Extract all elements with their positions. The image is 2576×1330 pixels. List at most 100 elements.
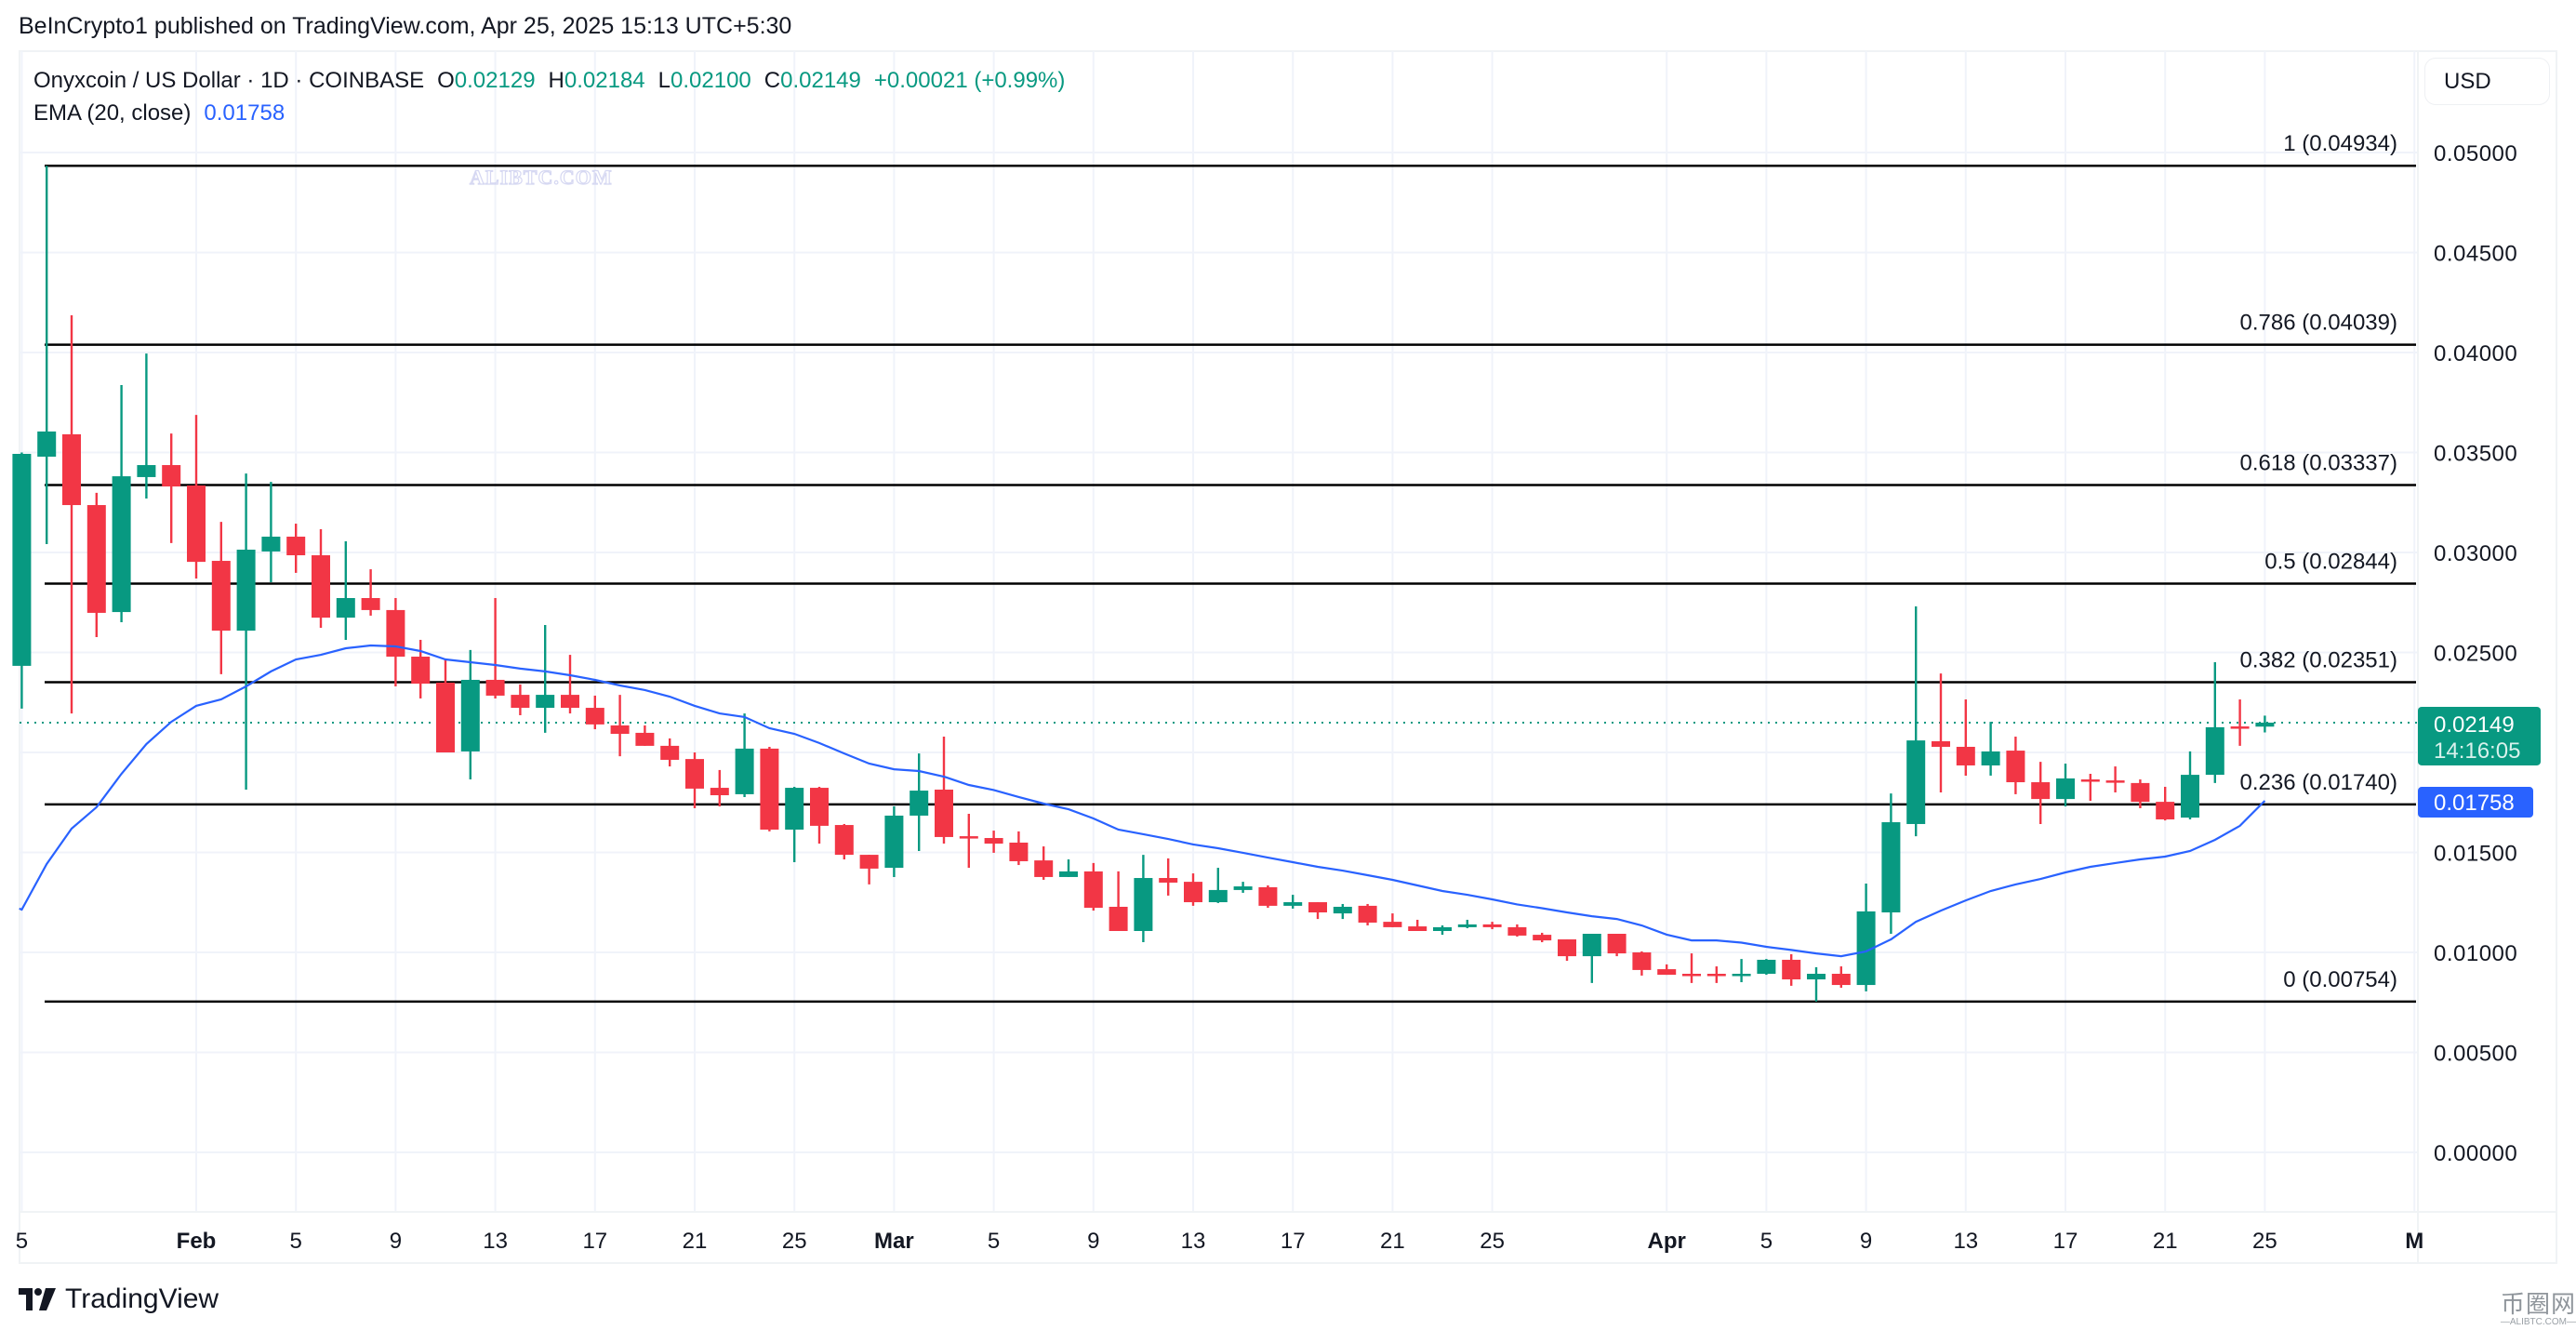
time-axis-label: M — [2405, 1229, 2423, 1254]
candle — [411, 639, 431, 698]
symbol-title[interactable]: Onyxcoin / US Dollar · 1D · COINBASE — [33, 68, 425, 93]
time-axis-label: 21 — [683, 1229, 708, 1254]
time-axis-label: 13 — [1181, 1229, 1206, 1254]
candle-body — [2230, 726, 2250, 729]
fibonacci-retracement[interactable]: 1 (0.04934) 0.786 (0.04039) 0.618 (0.03337… — [45, 131, 2416, 1004]
candle-body — [12, 454, 32, 666]
candle — [211, 522, 231, 674]
price-axis-label: 0.03500 — [2434, 442, 2517, 467]
candle-body — [561, 695, 579, 709]
candle-body — [910, 791, 929, 816]
close-value: 0.02149 — [780, 68, 861, 93]
price-axis[interactable]: 0.05000 0.04500 0.04000 0.03500 0.03000 0.025… — [2434, 141, 2517, 1166]
candle-body — [1433, 926, 1452, 931]
candle-body — [660, 745, 680, 760]
candle — [1706, 966, 1726, 983]
candle — [561, 655, 579, 714]
candle — [1258, 884, 1278, 909]
candle — [1956, 699, 1975, 776]
candle-body — [585, 708, 604, 725]
candlestick-series — [12, 166, 2275, 1002]
candle-body — [460, 679, 480, 751]
price-axis-label: 0.00500 — [2434, 1042, 2517, 1067]
candle-body — [1932, 740, 1950, 747]
tradingview-branding[interactable]: TradingView — [19, 1283, 219, 1315]
ema-indicator-label[interactable]: EMA (20, close) — [33, 100, 192, 126]
candle-body — [735, 748, 754, 794]
open-label: O — [437, 68, 455, 93]
time-axis-label: 25 — [782, 1229, 807, 1254]
time-axis-label: 13 — [1953, 1229, 1978, 1254]
time-axis-label: Feb — [177, 1229, 217, 1254]
candle-body — [361, 598, 380, 610]
candle-body — [1657, 969, 1677, 976]
candle-body — [810, 788, 829, 826]
candle — [336, 540, 355, 640]
candle-body — [1109, 906, 1128, 931]
candle-body — [2056, 778, 2075, 800]
candle — [37, 166, 57, 544]
candle-body — [2255, 722, 2275, 727]
candle-body — [236, 549, 256, 632]
indicator-row[interactable]: EMA (20, close) 0.01758 — [33, 97, 1065, 129]
candle — [436, 659, 455, 752]
open-value: 0.02129 — [454, 68, 536, 93]
candle — [1807, 966, 1826, 1002]
candle-body — [1607, 934, 1627, 954]
candle-body — [760, 748, 779, 830]
candle-body — [86, 505, 106, 613]
candle — [112, 385, 131, 623]
candle — [2105, 766, 2125, 792]
candle — [710, 769, 729, 807]
candle-body — [386, 609, 405, 658]
candle — [1533, 932, 1552, 943]
last-price-tag-bg — [2418, 706, 2541, 765]
candle-body — [485, 679, 505, 696]
candle-body — [1083, 871, 1103, 909]
candle — [1408, 919, 1427, 931]
candle-body — [1258, 886, 1278, 906]
candle-body — [536, 695, 555, 709]
candle-body — [1533, 935, 1552, 941]
candle — [760, 746, 779, 831]
candle-body — [2006, 751, 2025, 783]
time-axis-label: 5 — [988, 1229, 1000, 1254]
candle — [1732, 959, 1751, 983]
candle — [1333, 903, 1352, 920]
candle-body — [1831, 974, 1851, 986]
candle — [1831, 966, 1851, 989]
candle-body — [37, 431, 57, 458]
publish-info: BeInCrypto1 published on TradingView.com… — [19, 13, 792, 39]
high-value: 0.02184 — [564, 68, 645, 93]
candle — [12, 452, 32, 709]
candle-body — [685, 759, 704, 789]
candle-body — [2031, 782, 2051, 800]
candle — [834, 823, 854, 860]
candle-body — [785, 788, 804, 830]
candle — [1083, 862, 1103, 911]
time-axis-label: 17 — [1281, 1229, 1306, 1254]
candle-body — [2080, 779, 2100, 782]
candle — [910, 753, 929, 851]
candle — [485, 598, 505, 698]
price-axis-label: 0.01000 — [2434, 941, 2517, 966]
currency-button[interactable]: USD — [2424, 58, 2550, 105]
candle — [286, 524, 306, 573]
time-axis-label: 5 — [1760, 1229, 1773, 1254]
candle — [1283, 895, 1303, 909]
candle — [735, 713, 754, 797]
candle — [1433, 924, 1452, 936]
time-axis[interactable]: 5 Feb 5 9 13 17 21 25 Mar 5 9 13 17 21 25 Apr 5 9 13 17 21 25… — [16, 1229, 2423, 1254]
time-axis-label: 9 — [390, 1229, 402, 1254]
price-axis-label: 0.02500 — [2434, 642, 2517, 667]
candle — [2006, 737, 2025, 794]
fib-level-label: 0.382 (0.02351) — [2240, 648, 2397, 673]
candle-body — [834, 825, 854, 856]
candle — [685, 752, 704, 808]
candle-body — [610, 725, 630, 735]
candle-body — [1358, 905, 1377, 923]
time-axis-label: 25 — [1480, 1229, 1505, 1254]
candle-body — [511, 695, 530, 709]
candle — [1009, 831, 1029, 866]
